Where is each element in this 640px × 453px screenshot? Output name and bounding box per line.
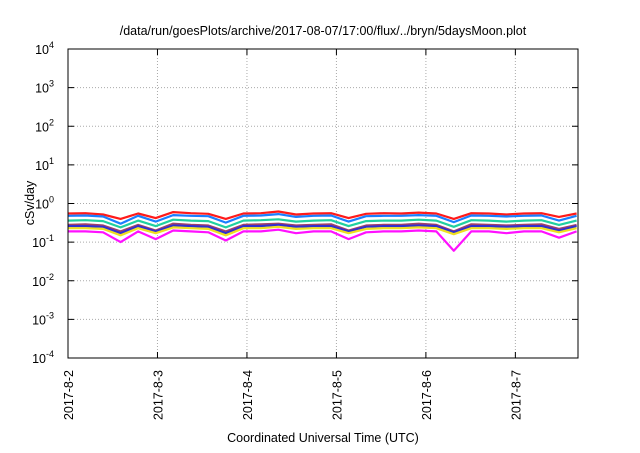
- y-axis-label: cSv/day: [23, 180, 37, 225]
- y-tick-exponent: -4: [46, 349, 54, 359]
- y-tick-exponent: 2: [49, 117, 54, 127]
- x-tick-label: 2017-8-4: [241, 370, 255, 420]
- x-tick-label: 2017-8-7: [509, 370, 523, 420]
- y-tick-label: 104: [35, 40, 54, 57]
- series-line-red: [67, 210, 577, 220]
- series-line-dark-blue: [68, 223, 577, 235]
- x-tick-label: 2017-8-5: [330, 370, 344, 420]
- y-tick-label: 10-3: [32, 310, 54, 327]
- series-line-blue: [67, 213, 577, 225]
- y-tick-exponent: -3: [46, 310, 54, 320]
- series-group: [67, 210, 577, 252]
- x-tick-label: 2017-8-3: [151, 370, 165, 420]
- y-tick-exponent: 4: [49, 40, 54, 50]
- y-tick-exponent: 0: [49, 195, 54, 205]
- chart-title: /data/run/goesPlots/archive/2017-08-07/1…: [120, 24, 527, 38]
- y-tick-label: 10-4: [32, 349, 54, 366]
- y-tick-exponent: 1: [49, 156, 54, 166]
- y-tick-exponent: -1: [46, 233, 54, 243]
- y-tick-label: 101: [35, 156, 54, 173]
- y-tick-exponent: 3: [49, 79, 54, 89]
- y-tick-label: 10-1: [32, 233, 54, 250]
- series-line-yellow: [68, 225, 577, 237]
- y-tick-label: 103: [35, 79, 54, 96]
- series-line-magenta: [68, 228, 577, 252]
- x-tick-label: 2017-8-6: [420, 370, 434, 420]
- y-tick-label: 10-2: [32, 272, 54, 289]
- y-tick-exponent: -2: [46, 272, 54, 282]
- series-line-teal: [67, 218, 577, 229]
- x-axis-label: Coordinated Universal Time (UTC): [227, 431, 419, 445]
- grid: [68, 49, 578, 358]
- x-tick-label: 2017-8-2: [62, 370, 76, 420]
- x-axis: 2017-8-2 2017-8-3 2017-8-4 2017-8-5 2017-8-6…: [62, 49, 523, 420]
- y-tick-label: 102: [35, 117, 54, 134]
- y-tick-label: 100: [35, 195, 54, 212]
